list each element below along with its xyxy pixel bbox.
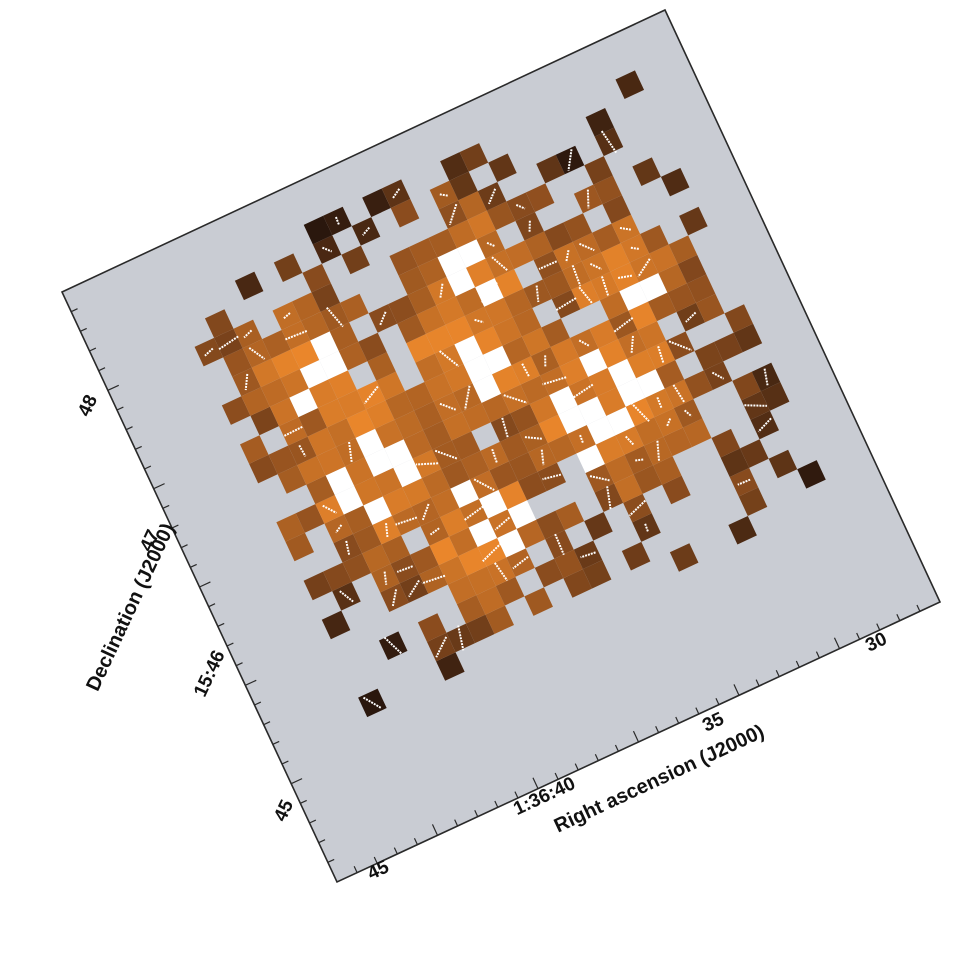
polarization-vector [631, 248, 639, 249]
polarization-vector [440, 194, 448, 195]
polarization-vector [634, 460, 643, 461]
polarization-vector [493, 360, 502, 361]
